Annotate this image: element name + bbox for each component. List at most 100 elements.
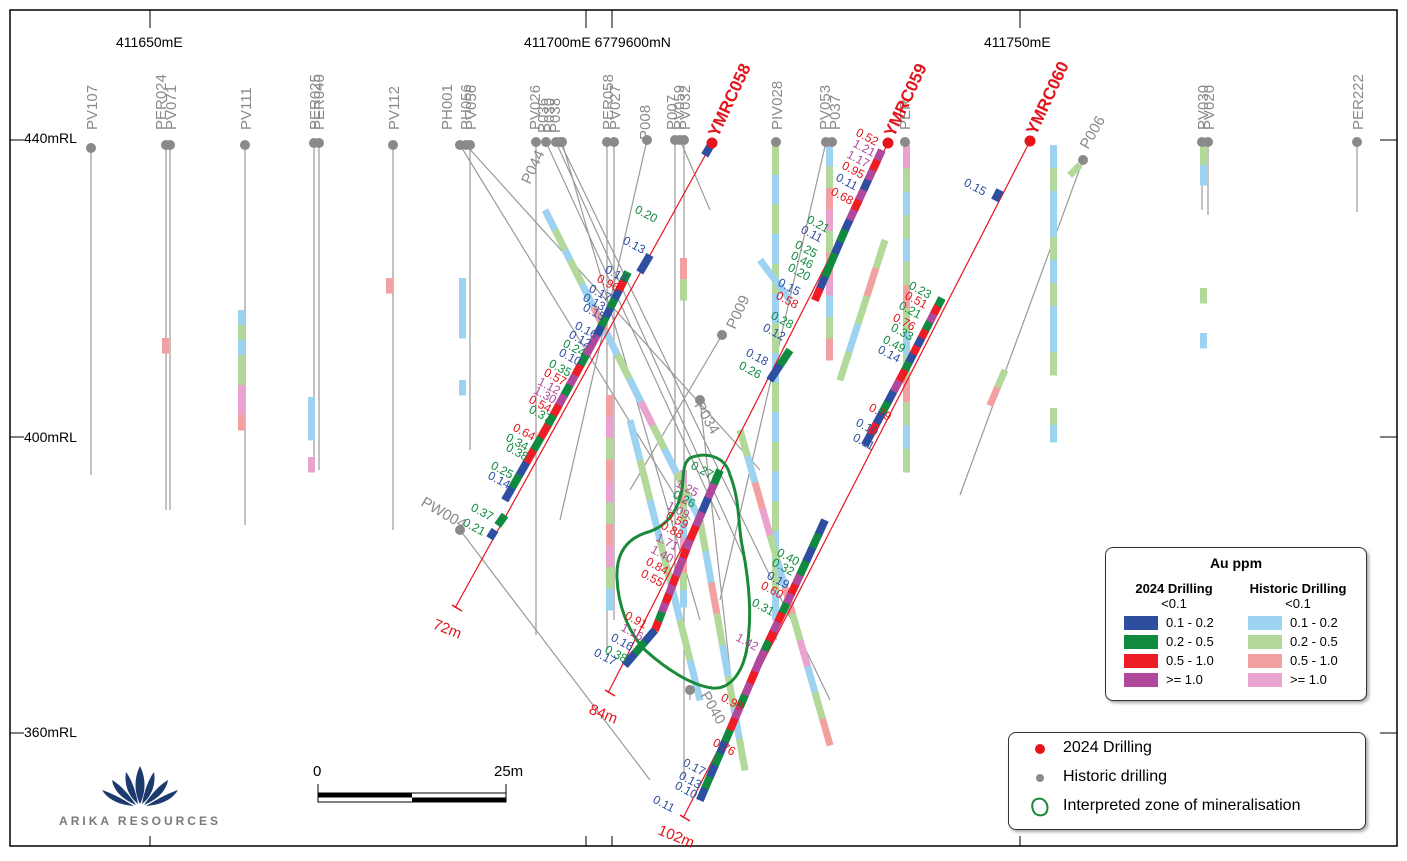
legend-range-label: 0.5 - 1.0 (1290, 653, 1338, 668)
historic-assay-bar (804, 665, 819, 694)
historic-assay-bar (1200, 145, 1207, 166)
historic-assay-bar (819, 717, 834, 747)
historic-assay-bar (680, 258, 687, 280)
historic-assay-bar (751, 481, 767, 511)
legend-label-2024: 2024 Drilling (1063, 739, 1152, 756)
historic-assay-bar (903, 238, 910, 263)
historic-collar (642, 135, 652, 145)
historic-assay-bar (744, 455, 759, 484)
historic-assay-bar (606, 524, 613, 546)
new-assay-bar (760, 639, 773, 653)
historic-assay-bar (863, 266, 880, 298)
new-assay-bar (711, 751, 724, 768)
historic-assay-bar (766, 534, 782, 563)
historic-hole-label: PER040 (311, 74, 328, 130)
new-assay-bar (791, 573, 804, 587)
historic-assay-bar (626, 419, 644, 462)
historic-collar (900, 137, 910, 147)
new-assay-bar (641, 627, 659, 645)
new-assay-bar (501, 485, 516, 503)
historic-assay-bar (826, 166, 833, 189)
new-assay-bar (615, 279, 628, 293)
new-assay-bar (925, 312, 938, 325)
historic-assay-bar (308, 397, 315, 419)
new-assay-bar (868, 158, 882, 173)
historic-hole-label: PIV028 (769, 81, 786, 130)
new-assay-bar (778, 601, 791, 615)
historic-assay-bar (676, 619, 694, 662)
new-assay-bar (658, 601, 670, 614)
historic-assay-bar (772, 590, 779, 621)
historic-assay-bar (1050, 237, 1057, 261)
legend-col-historic: Historic Drilling <0.1 0.1 - 0.2 0.2 - 0… (1238, 581, 1358, 689)
historic-collar (541, 137, 551, 147)
historic-assay-bar (772, 174, 779, 205)
historic-collar (314, 138, 324, 148)
historic-assay-bar (826, 188, 833, 210)
lotus-icon (102, 766, 178, 806)
historic-assay-bar (606, 545, 613, 568)
historic-assay-bar (757, 257, 779, 283)
historic-hole-label: PER058 (600, 74, 617, 130)
historic-hole-label: PV027 (607, 85, 624, 130)
new-collar (882, 137, 894, 149)
historic-hole-label: P030 (541, 98, 558, 133)
historic-hole-label: PER (897, 99, 914, 130)
historic-assay-bar (646, 499, 664, 542)
mineralisation-zone-outline (615, 453, 752, 690)
grid-ticks (10, 10, 1397, 846)
logo-text: ARIKA RESOURCES (59, 814, 221, 828)
historic-assay-bar (238, 415, 245, 431)
new-assay-bar (621, 650, 639, 668)
historic-assay-bar (903, 215, 910, 239)
new-assay-bar (746, 670, 759, 686)
scale-bar: 0 25m (313, 763, 523, 803)
historic-collar (695, 395, 705, 405)
historic-assay-bar (606, 416, 613, 439)
new-hole-trace (454, 142, 713, 609)
new-assay-bar (776, 347, 794, 368)
historic-collar (1203, 137, 1213, 147)
historic-collar (602, 137, 612, 147)
historic-assay-bar (903, 261, 910, 286)
historic-assay-bar (854, 294, 871, 326)
new-assay-bar (636, 252, 654, 275)
historic-assay-bar (707, 581, 721, 615)
legend-range-label: 0.2 - 0.5 (1166, 634, 1214, 649)
historic-assay-bar (872, 238, 889, 270)
historic-assay-bar (772, 323, 779, 354)
new-assay-bar (593, 324, 606, 338)
easting-label-1: 411650mE (116, 34, 183, 50)
historic-assay-bar (772, 382, 779, 413)
historic-collar (717, 330, 727, 340)
legend-swatch (1124, 616, 1158, 630)
historic-collar (465, 140, 475, 150)
legend-range-label: >= 1.0 (1166, 672, 1203, 687)
historic-assay-bar (903, 425, 910, 450)
legend-title: Au ppm (1209, 555, 1263, 571)
historic-assay-bar (826, 274, 833, 296)
historic-hole-trace (959, 159, 1084, 496)
new-assay-bar (582, 343, 596, 358)
historic-assay-bar (903, 285, 910, 309)
new-assay-bar (619, 270, 632, 284)
new-collar (706, 137, 718, 149)
historic-assay-bar (459, 380, 466, 396)
new-assay-bar (821, 263, 834, 279)
new-assay-bar (698, 496, 712, 515)
historic-assay-bar (238, 325, 245, 341)
new-assay-bar (921, 320, 934, 333)
historic-assay-bar (811, 691, 827, 721)
new-assay-bar (814, 518, 829, 536)
new-assay-bar (701, 775, 714, 791)
historic-assay-bar (994, 368, 1009, 390)
historic-assay-bar (238, 400, 245, 416)
new-assay-bar (917, 328, 930, 341)
red-dot-icon (1035, 744, 1045, 754)
new-assay-bar (905, 352, 917, 365)
historic-hole-label: PV111 (238, 87, 255, 130)
historic-assay-bar (1050, 168, 1057, 192)
historic-hole-label: PV071 (163, 85, 180, 130)
legend-row: 0.1 - 0.2 (1114, 614, 1234, 632)
historic-assay-bar (903, 448, 910, 473)
